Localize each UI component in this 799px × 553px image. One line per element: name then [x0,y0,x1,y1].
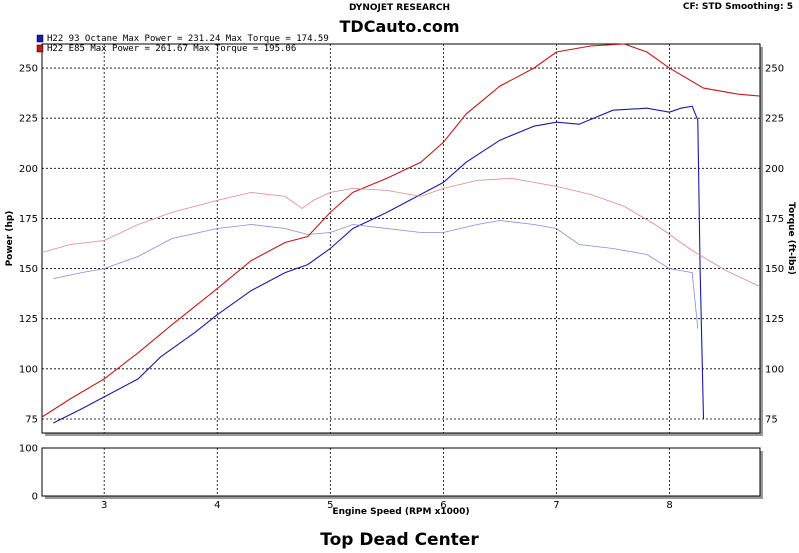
y-tick-label-right: 125 [765,314,784,325]
series-line-3 [41,43,761,418]
x-tick-label: 7 [553,500,559,511]
axis-labels: Engine Speed (RPM x1000) Power (hp) Torque… [5,202,796,517]
x-tick-label: 4 [214,500,220,511]
y-tick-label-right: 100 [765,364,784,375]
y-tick-label-left: 100 [19,364,38,375]
y-tick-label-left: 175 [19,214,38,225]
lower-y-tick-label: 100 [19,444,38,455]
y-tick-label-left: 250 [19,64,38,75]
x-tick-label: 6 [440,500,446,511]
legend-entry-2: H22 E85 Max Power = 261.67 Max Torque = … [47,44,296,54]
x-tick-label: 8 [666,500,672,511]
x-axis-label: Engine Speed (RPM x1000) [332,507,469,517]
lower-plot-area: 3 4 5 6 7 8 0 100 [19,444,763,511]
y-tick-label-right: 75 [765,414,778,425]
y-tick-label-right: 175 [765,214,784,225]
lower-plot-frame [41,447,761,497]
y-tick-label-right: 150 [765,264,784,275]
y-tick-label-left: 75 [25,414,38,425]
y-tick-label-left: 225 [19,114,38,125]
y-tick-label-right: 225 [765,114,784,125]
dyno-settings-label: CF: STD Smoothing: 5 [682,2,793,12]
chart-title: DYNOJET RESEARCH [348,3,451,13]
upper-plot-frame [41,43,761,434]
lower-y-tick-label: 0 [32,492,38,503]
series-line-2 [53,220,699,329]
upper-plot-area: 75 75 100 100 125 125 150 150 175 175 200 200 225 225… [19,43,784,436]
brand-label: TDCauto.com [339,17,460,36]
y-tick-label-left: 200 [19,164,38,175]
legend: H22 93 Octane Max Power = 231.24 Max Tor… [36,34,329,54]
series-line-4 [41,177,761,287]
footer-label: Top Dead Center [320,530,479,550]
y-axis-label-left: Power (hp) [5,211,15,267]
y-axis-label-right: Torque (ft-lbs) [786,202,796,275]
y-tick-label-right: 200 [765,164,784,175]
x-tick-label: 5 [327,500,333,511]
y-tick-label-right: 250 [765,64,784,75]
series-line-1 [53,105,705,424]
legend-swatch-2 [36,44,44,53]
x-tick-label: 3 [101,500,107,511]
legend-swatch-1 [36,34,44,43]
y-tick-label-left: 125 [19,314,38,325]
legend-entry-1: H22 93 Octane Max Power = 231.24 Max Tor… [47,34,329,44]
y-tick-label-left: 150 [19,264,38,275]
